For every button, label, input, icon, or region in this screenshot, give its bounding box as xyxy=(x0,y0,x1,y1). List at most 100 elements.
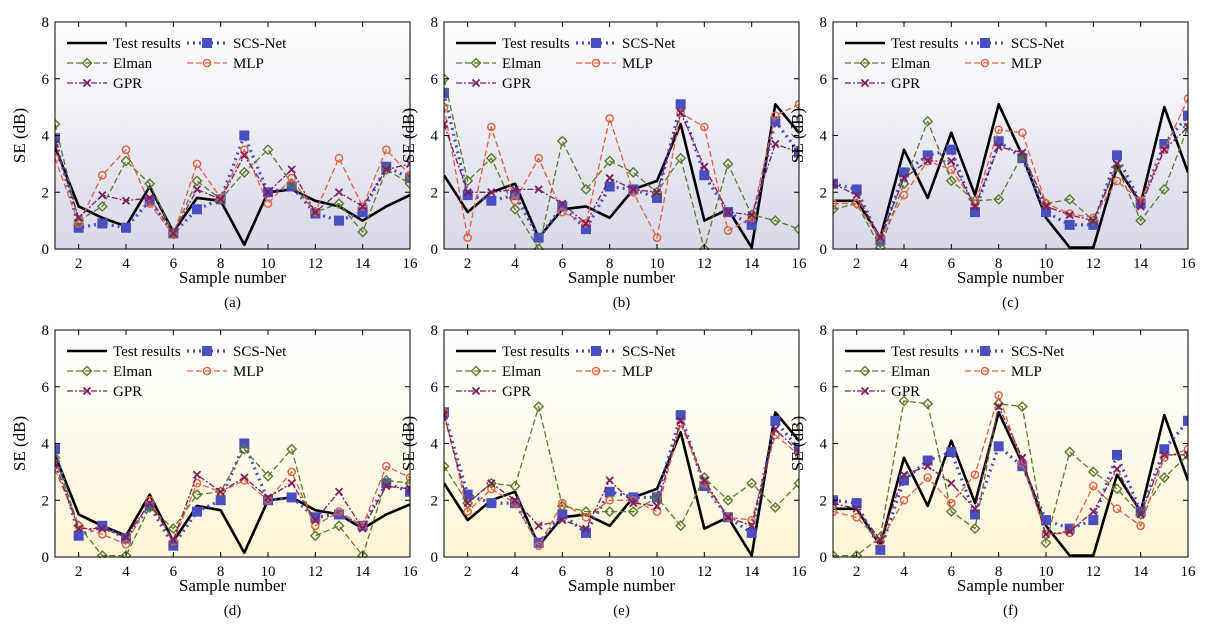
data-point-elman xyxy=(698,243,710,250)
data-point-gpr xyxy=(1089,216,1098,225)
data-point-mlp xyxy=(263,199,273,208)
data-point-gpr xyxy=(382,165,391,174)
data-point-elman xyxy=(722,158,734,170)
legend-label-gpr: GPR xyxy=(502,76,531,92)
data-point-scs xyxy=(993,441,1004,452)
legend-label-gpr: GPR xyxy=(891,76,920,92)
data-point-elman xyxy=(580,183,592,195)
data-point-scs xyxy=(144,195,155,206)
x-tick-label: 16 xyxy=(403,256,419,272)
legend-marker-gpr xyxy=(471,386,481,396)
panel-caption: (f) xyxy=(1003,603,1018,619)
data-point-mlp xyxy=(1041,530,1051,539)
data-point-elman xyxy=(1040,537,1052,549)
x-tick-label: 16 xyxy=(792,564,808,580)
data-point-gpr xyxy=(74,213,83,222)
data-point-gpr xyxy=(970,202,980,211)
y-tick-label: 6 xyxy=(431,380,439,396)
data-point-scs xyxy=(699,170,710,181)
data-point-elman xyxy=(874,242,886,250)
data-point-gpr xyxy=(723,207,733,217)
data-point-scs xyxy=(55,133,60,144)
y-tick-label: 2 xyxy=(820,185,828,201)
series-line-scs xyxy=(833,419,1188,552)
data-point-mlp xyxy=(652,233,662,242)
data-point-elman xyxy=(1135,215,1147,227)
x-tick-label: 14 xyxy=(355,564,371,580)
legend-label-test: Test results xyxy=(891,344,959,360)
data-point-scs xyxy=(533,232,544,243)
data-point-gpr xyxy=(1136,510,1145,519)
data-point-gpr xyxy=(98,190,107,200)
series-line-mlp xyxy=(833,98,1188,239)
x-tick-label: 12 xyxy=(697,564,712,580)
series-line-elman xyxy=(444,78,799,250)
data-point-gpr xyxy=(1018,453,1027,462)
y-tick-label: 2 xyxy=(42,185,50,201)
legend-label-mlp: MLP xyxy=(1011,364,1042,380)
legend-label-gpr: GPR xyxy=(891,384,920,400)
data-point-gpr xyxy=(581,524,591,533)
legend-marker-elman xyxy=(470,365,482,377)
data-point-gpr xyxy=(899,173,909,183)
data-point-elman xyxy=(833,550,839,558)
data-point-scs xyxy=(1088,515,1099,526)
series-group xyxy=(833,390,1188,558)
x-tick-label: 10 xyxy=(1039,256,1054,272)
data-point-gpr xyxy=(652,501,662,511)
legend: Test results SCS-Net Elman MLP GPR xyxy=(67,344,287,400)
series-line-elman xyxy=(833,400,1188,557)
plot-background xyxy=(444,22,799,249)
legend-label-test: Test results xyxy=(113,344,181,360)
plot-background xyxy=(444,330,799,557)
data-point-gpr xyxy=(605,476,614,485)
x-tick-label: 16 xyxy=(1181,256,1197,272)
y-axis-label: SE (dB) xyxy=(788,108,807,163)
data-point-mlp xyxy=(334,507,344,516)
data-point-gpr xyxy=(994,402,1003,411)
data-point-elman xyxy=(1158,472,1170,484)
y-tick-label: 2 xyxy=(820,493,828,509)
data-point-scs xyxy=(462,190,473,201)
data-point-gpr xyxy=(1112,159,1122,169)
data-point-scs xyxy=(1064,219,1075,230)
legend-label-mlp: MLP xyxy=(233,56,264,72)
chart-panel-c: 0 2 4 6 8 2 4 6 8 10 12 14 16 Sample number SE (dB) (c)… xyxy=(788,15,1196,311)
data-point-mlp xyxy=(1018,128,1027,137)
data-point-elman xyxy=(627,166,639,178)
y-tick-label: 4 xyxy=(431,129,439,145)
data-point-elman xyxy=(1135,508,1147,520)
data-point-mlp xyxy=(1183,444,1188,454)
y-tick-label: 0 xyxy=(431,550,439,566)
data-point-scs xyxy=(533,537,544,548)
data-point-elman xyxy=(191,489,203,501)
x-tick-label: 4 xyxy=(900,256,908,272)
series-line-test xyxy=(833,410,1188,557)
data-point-elman xyxy=(120,155,132,167)
data-point-elman xyxy=(380,164,392,176)
data-point-elman xyxy=(485,152,497,164)
data-point-mlp xyxy=(852,512,861,522)
y-tick-label: 8 xyxy=(42,323,50,339)
data-point-scs xyxy=(794,147,799,158)
data-point-elman xyxy=(851,550,863,558)
x-tick-label: 10 xyxy=(650,564,665,580)
data-point-elman xyxy=(462,175,474,187)
data-point-elman xyxy=(945,175,957,187)
x-tick-label: 12 xyxy=(308,256,323,272)
data-point-gpr xyxy=(700,476,709,485)
data-point-gpr xyxy=(876,535,885,545)
legend-marker-elman xyxy=(859,365,871,377)
x-axis-label: Sample number xyxy=(179,268,287,287)
data-point-mlp xyxy=(581,219,591,228)
data-point-elman xyxy=(1064,193,1076,205)
data-point-elman xyxy=(333,198,345,210)
data-point-mlp xyxy=(899,495,909,505)
data-point-elman xyxy=(333,520,345,532)
data-point-gpr xyxy=(263,188,273,197)
legend-label-mlp: MLP xyxy=(622,364,653,380)
data-point-gpr xyxy=(263,493,273,502)
series-line-gpr xyxy=(55,143,410,235)
x-tick-label: 12 xyxy=(308,564,323,580)
data-point-scs xyxy=(557,201,568,212)
